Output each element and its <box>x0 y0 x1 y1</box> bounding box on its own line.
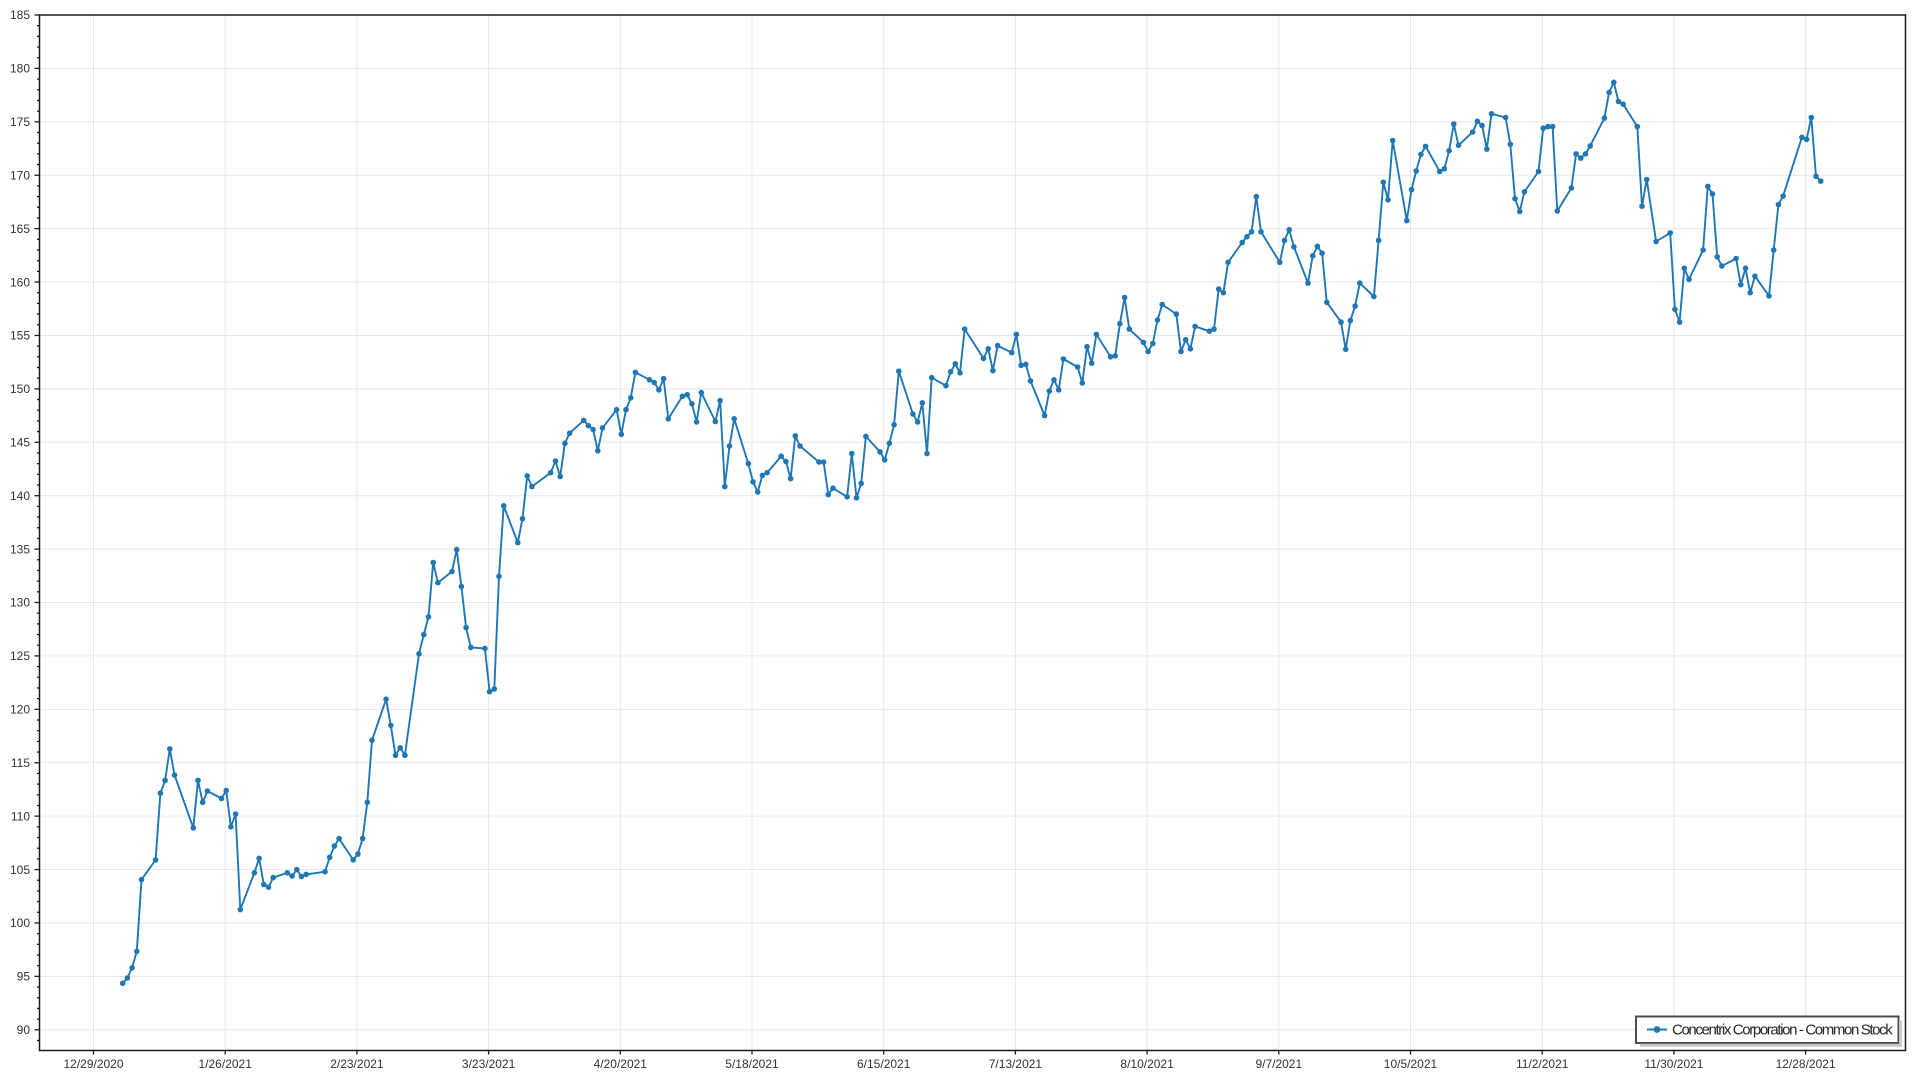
svg-text:105: 105 <box>10 863 30 877</box>
svg-text:125: 125 <box>10 649 30 663</box>
svg-text:160: 160 <box>10 275 30 289</box>
svg-text:175: 175 <box>10 115 30 129</box>
svg-text:9/7/2021: 9/7/2021 <box>1255 1057 1302 1071</box>
svg-text:10/5/2021: 10/5/2021 <box>1384 1057 1438 1071</box>
svg-text:165: 165 <box>10 222 30 236</box>
svg-text:6/15/2021: 6/15/2021 <box>857 1057 911 1071</box>
svg-text:3/23/2021: 3/23/2021 <box>462 1057 516 1071</box>
svg-text:11/30/2021: 11/30/2021 <box>1644 1057 1703 1071</box>
svg-text:120: 120 <box>10 703 30 717</box>
svg-text:185: 185 <box>10 8 30 22</box>
svg-text:150: 150 <box>10 382 30 396</box>
svg-text:4/20/2021: 4/20/2021 <box>594 1057 648 1071</box>
svg-text:155: 155 <box>10 329 30 343</box>
svg-text:170: 170 <box>10 168 30 182</box>
svg-text:12/28/2021: 12/28/2021 <box>1776 1057 1836 1071</box>
svg-text:130: 130 <box>10 596 30 610</box>
svg-text:95: 95 <box>17 970 31 984</box>
svg-text:145: 145 <box>10 435 30 449</box>
svg-text:140: 140 <box>10 489 30 503</box>
svg-text:180: 180 <box>10 62 30 76</box>
svg-text:90: 90 <box>17 1023 31 1037</box>
svg-text:1/26/2021: 1/26/2021 <box>199 1057 253 1071</box>
svg-text:135: 135 <box>10 542 30 556</box>
svg-text:115: 115 <box>11 756 30 770</box>
svg-text:7/13/2021: 7/13/2021 <box>989 1057 1043 1071</box>
svg-text:2/23/2021: 2/23/2021 <box>330 1057 384 1071</box>
svg-text:8/10/2021: 8/10/2021 <box>1120 1057 1174 1071</box>
svg-text:5/18/2021: 5/18/2021 <box>725 1057 779 1071</box>
svg-text:100: 100 <box>10 916 30 930</box>
svg-text:11/2/2021: 11/2/2021 <box>1516 1057 1569 1071</box>
svg-text:Concentrix Corporation - Commo: Concentrix Corporation - Common Stock <box>1672 1021 1893 1038</box>
svg-text:110: 110 <box>11 809 30 823</box>
svg-text:12/29/2020: 12/29/2020 <box>63 1057 123 1071</box>
